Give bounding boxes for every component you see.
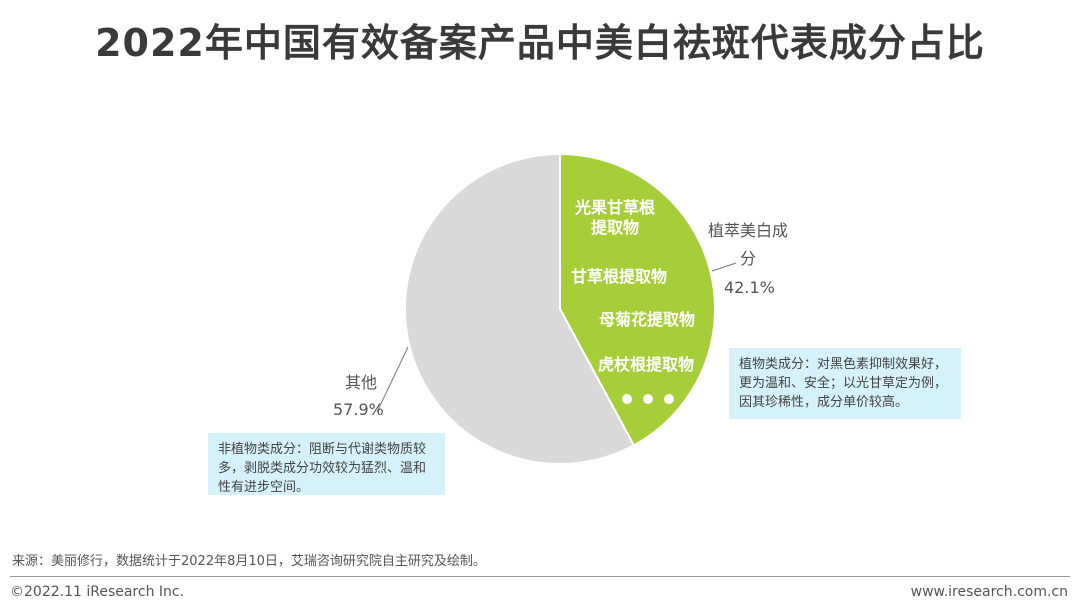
- plant-callout-label-2: 分: [740, 249, 756, 268]
- note-plant: 植物类成分：对黑色素抑制效果好，更为温和、安全；以光甘草定为例，因其珍稀性，成分…: [729, 348, 961, 419]
- inner-label-2: 甘草根提取物: [571, 267, 667, 286]
- other-callout-value: 57.9%: [333, 400, 384, 419]
- inner-label-3: 母菊花提取物: [599, 310, 695, 329]
- footer-divider: [10, 576, 1070, 577]
- plant-callout-value: 42.1%: [724, 278, 775, 297]
- inner-label-4: 虎杖根提取物: [598, 355, 694, 374]
- ellipsis-dot: [622, 394, 632, 404]
- pie-slices: [404, 152, 716, 465]
- ellipsis-dot: [664, 394, 674, 404]
- other-callout-label: 其他: [345, 373, 377, 392]
- callout-leader-other: [376, 346, 409, 413]
- footer-website: www.iresearch.com.cn: [910, 584, 1068, 600]
- inner-label-1b: 提取物: [591, 218, 639, 237]
- callout-leader-plant: [711, 262, 737, 272]
- inner-label-1a: 光果甘草根: [574, 198, 655, 217]
- page-title: 2022年中国有效备案产品中美白祛斑代表成分占比: [95, 21, 985, 65]
- ellipsis-dot: [643, 394, 653, 404]
- pie-slice-other: [404, 152, 636, 465]
- plant-callout-label-1: 植萃美白成: [708, 221, 788, 240]
- pie-slice-plant: [559, 152, 716, 447]
- note-non-plant: 非植物类成分：阻断与代谢类物质较多，剥脱类成分功效较为猛烈、温和性有进步空间。: [208, 433, 445, 495]
- source-note: 来源：美丽修行，数据统计于2022年8月10日，艾瑞咨询研究院自主研究及绘制。: [12, 554, 486, 569]
- footer-copyright: ©2022.11 iResearch Inc.: [10, 584, 185, 600]
